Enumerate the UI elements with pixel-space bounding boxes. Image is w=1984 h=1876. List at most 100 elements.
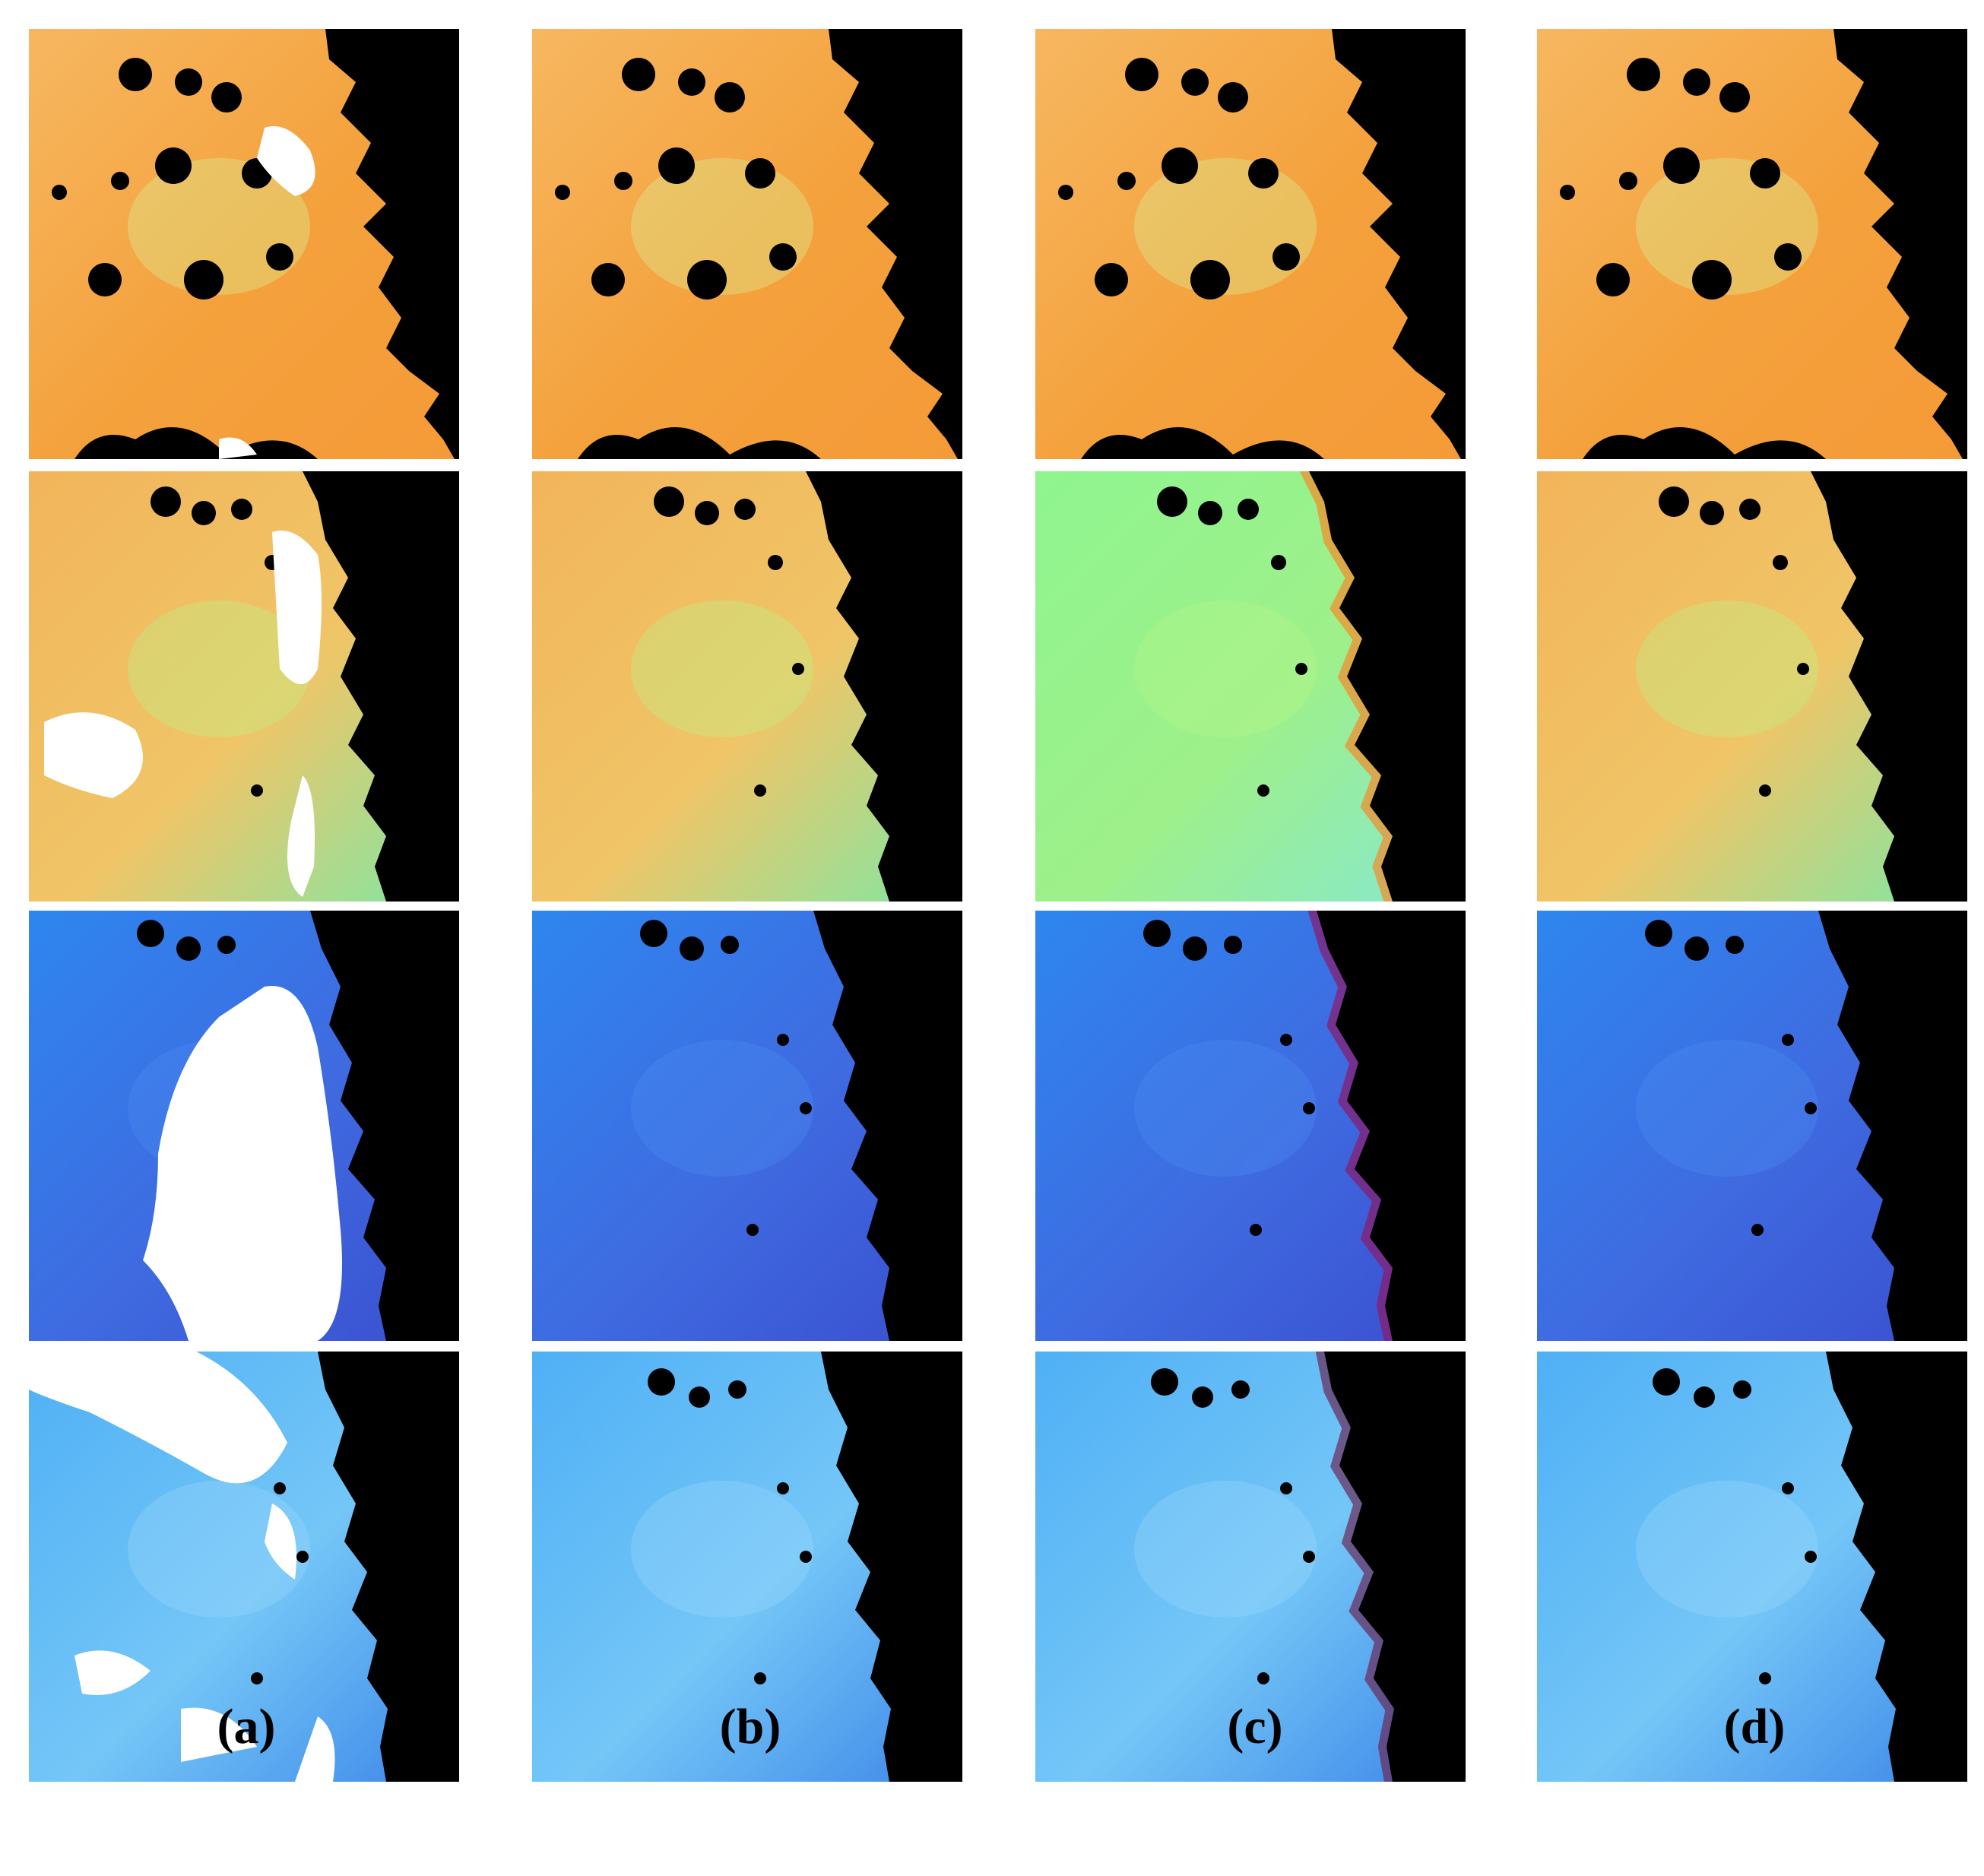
land-mask (829, 29, 962, 459)
sea-surface-map (1035, 29, 1466, 459)
island (792, 663, 804, 675)
accent-patch (1134, 601, 1317, 737)
island (1231, 1380, 1250, 1399)
accent-patch (128, 158, 310, 295)
sea-surface-map (29, 29, 459, 459)
island (1125, 58, 1158, 91)
accent-patch (1134, 1481, 1317, 1618)
accent-patch (1636, 1040, 1818, 1177)
island (746, 1224, 759, 1236)
map-tile-r4-c (1035, 1352, 1466, 1782)
land-mask (1818, 911, 1967, 1341)
island (754, 1672, 766, 1684)
island (111, 172, 129, 190)
cloud-gap (287, 775, 315, 897)
sea-surface-map (532, 29, 962, 459)
accent-patch (1134, 1040, 1317, 1177)
map-tile-r4-d (1537, 1352, 1967, 1782)
land-mask (325, 29, 459, 459)
island (734, 499, 756, 520)
label-b: (b) (719, 1699, 781, 1754)
cloud-gap (181, 1707, 257, 1762)
island (800, 1551, 812, 1563)
land-mask (806, 471, 962, 902)
island (1759, 784, 1771, 797)
island (231, 499, 252, 520)
island (800, 1102, 812, 1114)
island (591, 263, 625, 296)
sea-surface-map (1035, 911, 1466, 1341)
island (1797, 663, 1809, 675)
island (1694, 1386, 1715, 1408)
map-tile-r2-b (532, 471, 962, 902)
island (1280, 1482, 1292, 1494)
land-mask (310, 911, 459, 1341)
land-mask (1833, 29, 1967, 459)
island (745, 158, 775, 189)
island (1805, 1102, 1817, 1114)
cloud-gap (74, 1650, 151, 1695)
land-mask-bottom (1583, 427, 1826, 459)
island (648, 1368, 675, 1396)
island (175, 68, 202, 96)
island (1095, 263, 1128, 296)
island (1774, 243, 1802, 271)
land-mask (1811, 471, 1967, 902)
land-mask (1324, 1352, 1466, 1782)
island (1750, 158, 1780, 189)
island (155, 147, 192, 184)
island (1271, 555, 1286, 570)
map-tile-r3-d (1537, 911, 1967, 1341)
accent-patch (631, 601, 813, 737)
island (1560, 185, 1575, 200)
island (1151, 1368, 1178, 1396)
land-mask (1826, 1352, 1967, 1782)
island (721, 936, 739, 954)
island (251, 1672, 263, 1684)
island (1303, 1551, 1315, 1563)
island (137, 920, 164, 947)
sea-surface-map (1537, 911, 1967, 1341)
island (1659, 486, 1689, 517)
island (728, 1380, 746, 1399)
land-mask (813, 911, 962, 1341)
island (251, 784, 263, 797)
cloud-gap (143, 986, 342, 1341)
sea-surface-map (29, 471, 459, 902)
island (1653, 1368, 1680, 1396)
island (654, 486, 684, 517)
island (1181, 68, 1209, 96)
island (640, 920, 667, 947)
island (1684, 936, 1709, 961)
island (614, 172, 632, 190)
sea-surface-map (532, 911, 962, 1341)
island (777, 1482, 789, 1494)
island (217, 936, 236, 954)
island (184, 260, 223, 299)
island (1759, 1672, 1771, 1684)
island (1596, 263, 1630, 296)
sea-surface-map (1537, 1352, 1967, 1782)
island (1257, 784, 1269, 797)
island (555, 185, 570, 200)
island (680, 936, 704, 961)
island (1157, 486, 1187, 517)
sea-surface-map (532, 471, 962, 902)
land-mask-bottom (74, 427, 318, 459)
island (1248, 158, 1279, 189)
land-mask-bottom (578, 427, 821, 459)
island (1224, 936, 1242, 954)
cloud-gap (265, 1504, 296, 1580)
accent-patch (1636, 158, 1818, 295)
accent-patch (1134, 158, 1317, 295)
sea-surface-map (1537, 471, 1967, 902)
island (1663, 147, 1700, 184)
island (1117, 172, 1136, 190)
island (296, 1551, 309, 1563)
land-mask (1317, 911, 1466, 1341)
label-a: (a) (217, 1699, 276, 1754)
island (1645, 920, 1672, 947)
island (1058, 185, 1073, 200)
island (687, 260, 727, 299)
island (88, 263, 122, 296)
